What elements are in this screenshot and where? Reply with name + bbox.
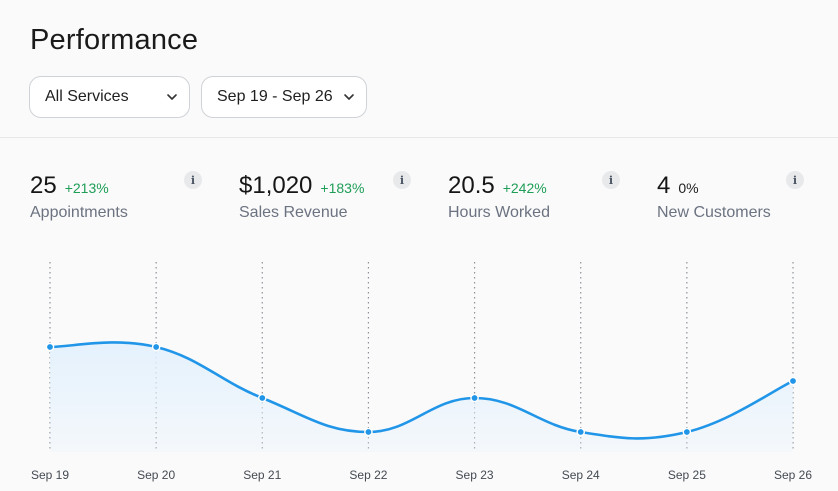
header-divider: [0, 137, 838, 138]
stat-label: Sales Revenue: [239, 204, 348, 221]
data-point: [151, 342, 161, 352]
stat-new-customers: 4 0% New Customers: [657, 172, 771, 222]
chevron-down-icon: [344, 94, 354, 100]
page-title: Performance: [30, 24, 199, 56]
stat-value: 25: [30, 172, 57, 199]
stat-change: 0%: [678, 180, 699, 196]
info-icon[interactable]: i: [602, 171, 620, 189]
stat-label: Appointments: [30, 204, 128, 221]
stat-value: 4: [657, 172, 671, 199]
series-line: [48, 341, 795, 440]
x-tick-label: Sep 19: [31, 468, 69, 482]
stat-value: 20.5: [448, 172, 495, 199]
info-icon[interactable]: i: [184, 171, 202, 189]
data-point: [576, 427, 586, 437]
date-range-dropdown[interactable]: Sep 19 - Sep 26: [201, 76, 367, 118]
data-point: [257, 393, 267, 403]
chevron-down-icon: [167, 94, 177, 100]
data-point: [470, 393, 479, 403]
x-tick-label: Sep 25: [668, 468, 706, 482]
x-tick-label: Sep 24: [562, 468, 600, 482]
stat-label: Hours Worked: [448, 204, 550, 221]
data-point: [364, 427, 373, 437]
x-tick-label: Sep 21: [243, 468, 281, 482]
stat-label: New Customers: [657, 204, 771, 221]
x-tick-label: Sep 23: [456, 468, 494, 482]
series-area: [50, 342, 793, 452]
stat-appointments: 25 +213% Appointments: [30, 172, 128, 222]
stat-hours-worked: 20.5 +242% Hours Worked: [448, 172, 550, 222]
info-icon[interactable]: i: [786, 171, 804, 189]
date-range-value: Sep 19 - Sep 26: [217, 88, 333, 105]
stat-change: +183%: [320, 180, 365, 196]
x-tick-label: Sep 20: [137, 468, 175, 482]
data-point: [682, 427, 692, 437]
service-filter-dropdown[interactable]: All Services: [29, 76, 190, 118]
info-icon[interactable]: i: [393, 171, 411, 189]
x-tick-label: Sep 22: [349, 468, 387, 482]
stat-change: +242%: [502, 180, 547, 196]
x-tick-label: Sep 26: [774, 468, 812, 482]
data-point: [45, 342, 55, 352]
stat-change: +213%: [64, 180, 109, 196]
performance-line-chart: Sep 19 Sep 20 Sep 21 Sep 22 Sep 23 Sep 24 Sep …: [31, 262, 812, 482]
data-point: [788, 376, 798, 386]
stat-sales-revenue: $1,020 +183% Sales Revenue: [239, 172, 364, 222]
service-filter-value: All Services: [45, 88, 129, 105]
stat-value: $1,020: [239, 172, 313, 199]
